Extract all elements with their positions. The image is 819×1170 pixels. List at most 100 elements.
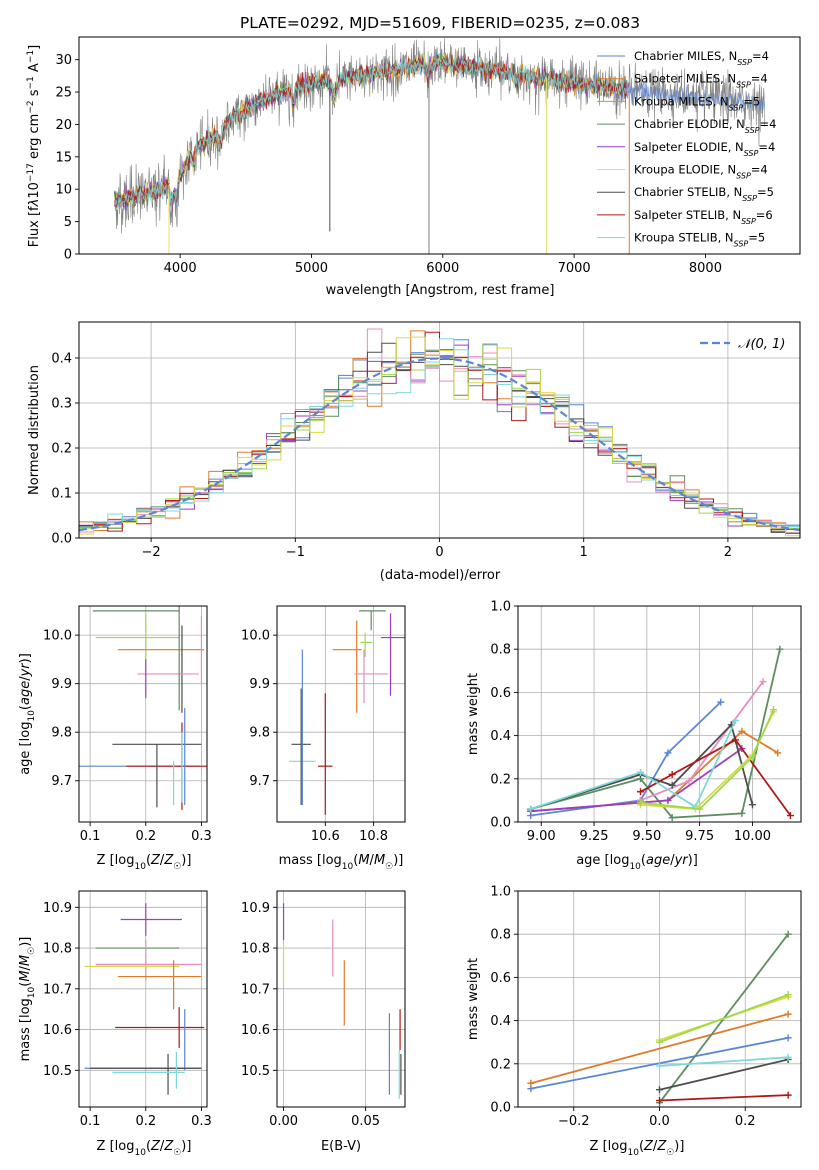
p1-ytick-label: 10 [55, 183, 72, 198]
p6-xlabel: Z [log10(Z/Z☉)] [97, 1139, 192, 1158]
p8-ytick-label: 1.0 [490, 885, 511, 900]
weight-series-marker [664, 796, 672, 804]
normal-legend-label: 𝒩(0, 1) [738, 337, 785, 352]
p3-xtick-label: 0.1 [80, 829, 101, 844]
p6-ytick-label: 10.8 [43, 942, 72, 957]
weight-series-marker [685, 777, 693, 785]
weight-vs-z-panel: −0.2 0.0 0.2 0.0 0.2 0.4 0.6 0.8 1.0 [490, 885, 802, 1129]
weight-series-line [640, 709, 775, 810]
weight-series-marker [636, 768, 644, 776]
weight-series-marker [696, 805, 704, 813]
p5-ytick-label: 1.0 [490, 600, 511, 615]
p2-ytick-label: 0.3 [51, 397, 72, 412]
p4-plot-area [289, 610, 405, 815]
p5-xtick-label: 9.50 [632, 829, 661, 844]
p3-ytick-label: 9.9 [51, 677, 72, 692]
p5-ytick-label: 0.8 [490, 643, 511, 658]
p7-ytick-label: 10.6 [241, 1023, 270, 1038]
p1-xtick-label: 4000 [164, 261, 197, 276]
residual-panel: −2 −1 0 1 2 0.0 0.1 0.2 0.3 0.4 𝒩(0, 1) [51, 321, 801, 560]
p5-xtick-label: 9.25 [580, 829, 609, 844]
weight-series-line [659, 993, 789, 1044]
residual-xlabel: (data-model)/error [380, 568, 501, 583]
weight-series-marker [776, 645, 784, 653]
p2-ytick-label: 0.0 [51, 532, 72, 547]
legend-entry: Kroupa STELIB, NSSP=5 [634, 231, 765, 249]
p1-ytick-label: 15 [55, 150, 72, 165]
p2-xtick-label: 2 [724, 545, 732, 560]
weight-series-marker [668, 770, 676, 778]
weight-series-line [659, 1056, 789, 1067]
p4-frame [276, 605, 406, 823]
p7-frame [276, 890, 406, 1108]
p2-plot-area [79, 328, 800, 537]
weight-series-marker [770, 706, 778, 714]
p5-xtick-label: 9.75 [685, 829, 714, 844]
p2-xtick-label: −1 [286, 545, 305, 560]
weight-series-marker [786, 812, 794, 820]
p1-xtick-label: 6000 [426, 261, 459, 276]
histogram-series [79, 336, 800, 537]
p3-frame [78, 605, 208, 823]
p1-ytick-label: 0 [64, 248, 72, 263]
p2-ytick-label: 0.4 [51, 352, 72, 367]
weight-series-marker [748, 801, 756, 809]
weight-series-marker [656, 1062, 663, 1070]
p8-ytick-label: 0.2 [490, 1057, 511, 1072]
legend-entry: Salpeter MILES, NSSP=4 [634, 72, 768, 90]
p4-xlabel: mass [log10(M/M☉)] [279, 853, 404, 872]
p6-xtick-label: 0.3 [191, 1114, 212, 1129]
p6-plot-area [84, 903, 205, 1095]
legend-entry: Kroupa ELODIE, NSSP=4 [634, 163, 768, 181]
p7-xtick-label: 0.05 [351, 1114, 380, 1129]
age-vs-mass-panel: 10.6 10.8 9.7 9.8 9.9 10.0 [241, 605, 406, 844]
p6-frame [78, 890, 208, 1108]
weight-series-marker [748, 753, 756, 761]
p6-ytick-label: 10.7 [43, 982, 72, 997]
weight-series-marker [636, 788, 644, 796]
weight-series-marker [784, 930, 792, 938]
weight-series-line [659, 1058, 789, 1091]
p6-ylabel: mass [log10(M/M☉)] [18, 937, 37, 1062]
p5-xtick-label: 10.00 [734, 829, 771, 844]
histogram-series [79, 328, 800, 533]
weight-series-marker [668, 814, 676, 822]
p4-xtick-label: 10.8 [359, 829, 388, 844]
p4-xtick-label: 10.6 [311, 829, 340, 844]
p7-xlabel: E(B-V) [321, 1139, 361, 1154]
p8-xtick-label: −0.2 [558, 1114, 590, 1129]
spectrum-ylabel: Flux [fλ10−17 erg cm−2 s−1 A−1] [26, 45, 42, 247]
p8-xtick-label: 0.0 [649, 1114, 670, 1129]
p5-xlabel: age [log10(age/yr)] [576, 853, 698, 872]
p2-xtick-label: 1 [580, 545, 588, 560]
weight-series-line [659, 1094, 789, 1102]
p2-ytick-label: 0.2 [51, 442, 72, 457]
p1-ytick-label: 30 [55, 53, 72, 68]
weight-series-line [530, 723, 754, 810]
weight-series-marker [784, 991, 792, 999]
weight-series-marker [774, 749, 782, 757]
weight-series-line [530, 701, 722, 817]
p5-ytick-label: 0.4 [490, 729, 511, 744]
legend-entry: Chabrier MILES, NSSP=4 [634, 49, 769, 67]
age-vs-z-panel: 0.1 0.2 0.3 9.7 9.8 9.9 10.0 [43, 605, 212, 844]
weight-series-marker [717, 698, 725, 706]
mass-vs-ebv-panel: 0.00 0.05 10.5 10.6 10.7 10.8 10.9 [241, 890, 406, 1129]
legend-entry: Salpeter STELIB, NSSP=6 [634, 208, 773, 226]
weight-series-marker [527, 805, 535, 813]
p7-plot-area [282, 903, 402, 1099]
p6-xtick-label: 0.1 [80, 1114, 101, 1129]
p4-ytick-label: 9.8 [249, 726, 270, 741]
p5-ytick-label: 0.6 [490, 686, 511, 701]
p7-ytick-label: 10.7 [241, 982, 270, 997]
p1-xtick-label: 7000 [558, 261, 591, 276]
p8-plot-area [527, 930, 792, 1107]
p5-plot-area [527, 645, 794, 822]
p5-ytick-label: 0.0 [490, 816, 511, 831]
p6-ytick-label: 10.6 [43, 1023, 72, 1038]
weight-series-marker [664, 749, 672, 757]
p5-frame [517, 605, 802, 823]
spectrum-title: PLATE=0292, MJD=51609, FIBERID=0235, z=0… [240, 14, 640, 32]
weight-series-marker [759, 678, 767, 686]
p8-ytick-label: 0.0 [490, 1101, 511, 1116]
